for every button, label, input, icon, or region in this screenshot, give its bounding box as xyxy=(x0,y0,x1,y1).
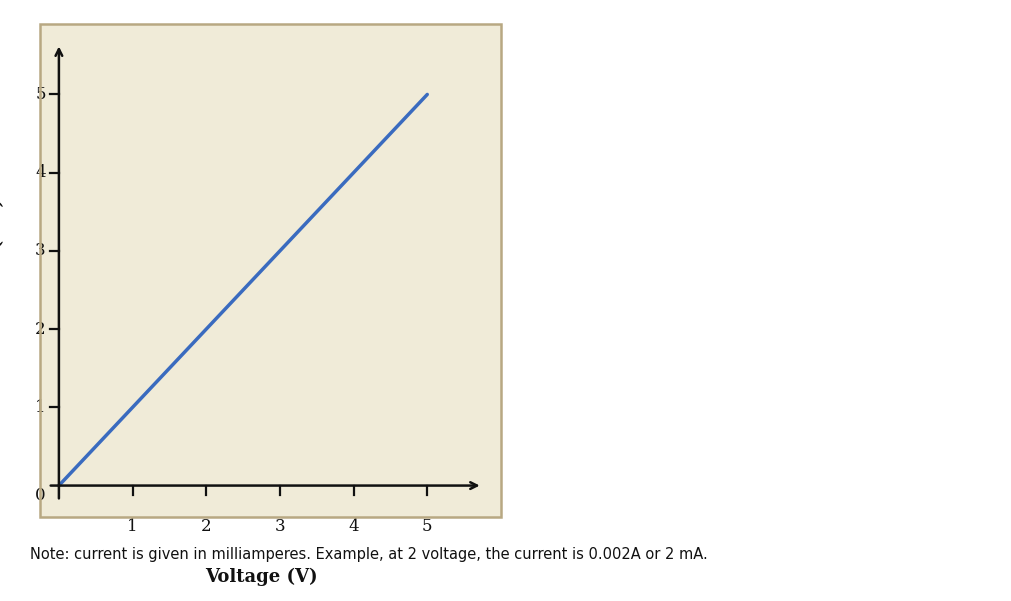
Text: 5: 5 xyxy=(35,86,45,103)
Text: Note: current is given in milliamperes. Example, at 2 voltage, the current is 0.: Note: current is given in milliamperes. … xyxy=(30,547,708,562)
Text: 1: 1 xyxy=(127,519,137,535)
Text: 2: 2 xyxy=(201,519,211,535)
Text: 3: 3 xyxy=(35,242,45,260)
Text: 2: 2 xyxy=(35,320,45,338)
Text: Voltage (V): Voltage (V) xyxy=(205,568,317,586)
Text: 4: 4 xyxy=(348,519,359,535)
Text: 4: 4 xyxy=(35,164,45,181)
Text: 5: 5 xyxy=(422,519,432,535)
Text: 3: 3 xyxy=(274,519,285,535)
Text: Current (mA): Current (mA) xyxy=(0,198,5,335)
Text: 1: 1 xyxy=(35,399,45,416)
Text: 0: 0 xyxy=(35,487,45,504)
